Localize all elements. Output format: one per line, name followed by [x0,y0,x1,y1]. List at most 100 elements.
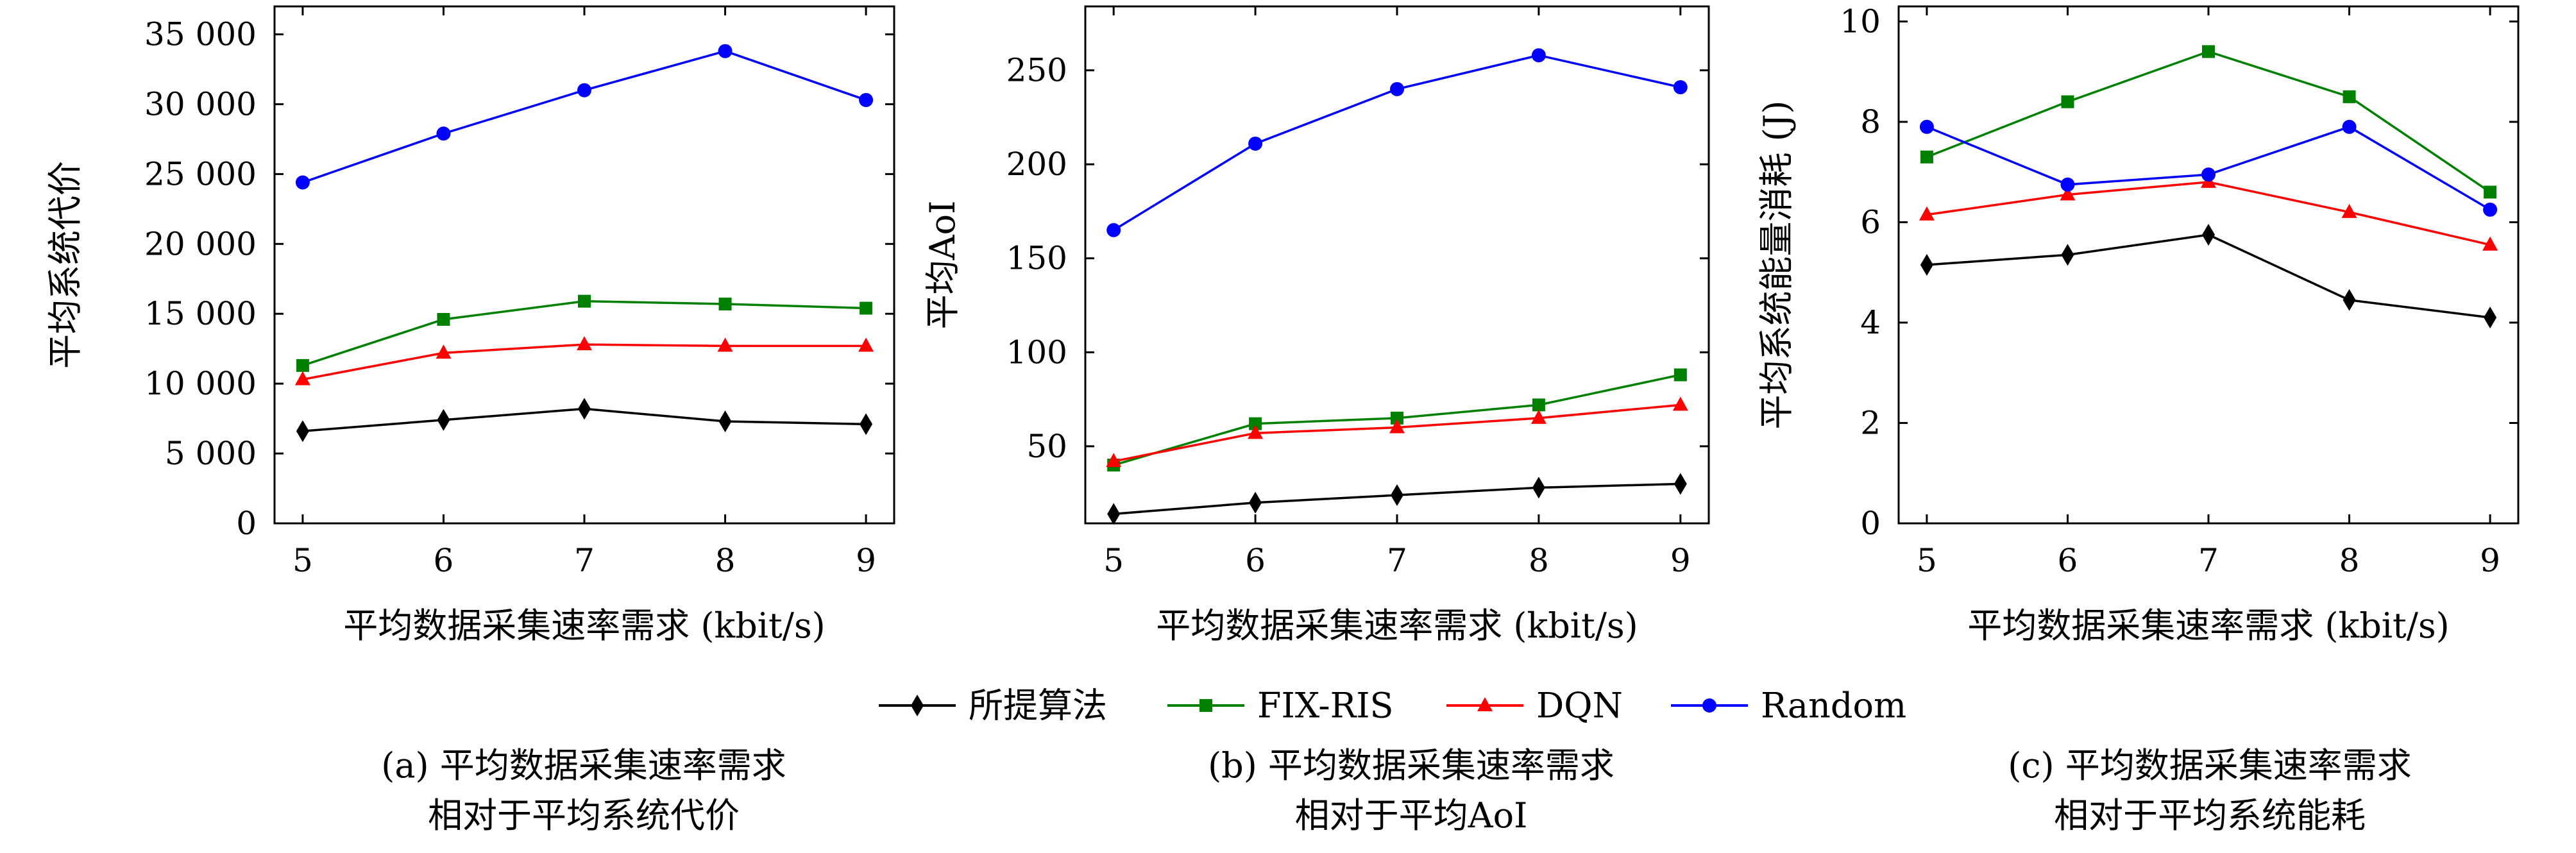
point-c-proposed-4 [2484,307,2497,329]
point-c-dqn-3 [2341,203,2357,218]
y-axis-label-c: 平均系统能量消耗 (J) [1756,101,1797,430]
x-tick-label-c-3: 8 [2339,542,2360,579]
x-tick-label-a-0: 5 [292,542,313,579]
legend-item-fixris: FIX-RIS [1167,686,1394,726]
legend-marker-proposed [911,695,924,716]
caption-b-line1: (b) 平均数据采集速率需求 [1208,745,1614,786]
x-tick-label-c-2: 7 [2198,542,2219,579]
x-tick-label-b-2: 7 [1387,542,1407,579]
point-a-dqn-0 [294,371,310,385]
y-tick-label-c-5: 10 [1840,3,1881,40]
caption-c-line1: (c) 平均数据采集速率需求 [2008,745,2412,786]
x-tick-label-b-1: 6 [1245,542,1266,579]
panel-a-system-cost: 5 6 7 8 9 0 5 000 10 000 15 000 20 000 25 000 30 00… [45,5,895,646]
point-a-fixris-3 [718,297,732,310]
point-c-random-0 [1919,119,1934,134]
point-c-dqn-4 [2482,236,2498,251]
legend-label-random: Random [1761,686,1906,726]
x-tick-label-b-3: 8 [1529,542,1549,579]
point-b-proposed-0 [1107,503,1121,525]
x-tick-label-a-2: 7 [574,542,595,579]
series-line-a-random [302,49,867,184]
legend-marker-random [1702,698,1716,713]
x-tick-label-c-4: 9 [2480,542,2500,579]
point-c-fixris-2 [2202,45,2215,58]
point-a-random-2 [577,83,591,97]
y-tick-label-a-7: 35 000 [144,16,257,53]
point-c-random-4 [2483,202,2498,217]
x-axis-label-c: 平均数据采集速率需求 (kbit/s) [1967,605,2449,646]
point-c-dqn-0 [1919,206,1935,221]
point-c-proposed-0 [1920,254,1933,276]
point-c-proposed-3 [2343,289,2356,311]
caption-c-line2: 相对于平均系统能耗 [2054,795,2366,836]
caption-b-line2: 相对于平均AoI [1295,795,1528,836]
y-tick-label-b-4: 250 [1006,52,1067,89]
point-a-fixris-2 [578,294,591,308]
caption-a-line1: (a) 平均数据采集速率需求 [381,745,786,786]
point-c-dqn-1 [2060,186,2076,201]
y-tick-label-c-2: 4 [1860,304,1881,341]
y-tick-label-c-1: 2 [1860,404,1881,441]
point-a-random-4 [859,92,874,107]
point-b-dqn-1 [1248,425,1264,439]
point-a-proposed-4 [860,413,873,435]
legend-label-dqn: DQN [1536,686,1623,726]
series-line-c-proposed [1926,233,2491,319]
point-c-random-1 [2060,177,2075,192]
point-a-dqn-2 [577,336,592,351]
y-tick-label-a-6: 30 000 [144,85,257,122]
point-a-fixris-0 [296,359,309,372]
y-tick-label-c-0: 0 [1860,505,1881,542]
legend-marker-dqn [1477,697,1493,711]
point-a-proposed-2 [578,398,591,420]
point-a-proposed-1 [437,409,450,431]
point-c-fixris-3 [2343,90,2356,103]
point-a-dqn-3 [717,337,733,352]
y-tick-label-b-2: 150 [1006,240,1067,277]
point-c-fixris-4 [2484,185,2497,199]
point-a-random-3 [718,44,733,58]
x-tick-label-c-1: 6 [2058,542,2078,579]
point-b-proposed-4 [1674,473,1687,495]
y-tick-label-b-0: 50 [1026,428,1067,465]
x-axis-label-a: 平均数据采集速率需求 (kbit/s) [343,605,825,646]
x-axis-label-b: 平均数据采集速率需求 (kbit/s) [1156,605,1638,646]
y-tick-label-b-3: 200 [1006,146,1067,183]
plot-frame-c [1897,5,2520,525]
point-a-dqn-1 [436,344,452,359]
point-b-dqn-0 [1106,453,1122,468]
point-b-random-0 [1106,223,1121,237]
y-tick-label-a-5: 25 000 [144,155,257,192]
y-tick-label-a-2: 10 000 [144,365,257,402]
point-b-fixris-1 [1249,417,1262,430]
series-line-b-random [1113,54,1681,232]
x-tick-label-b-0: 5 [1103,542,1124,579]
point-b-dqn-3 [1530,409,1546,424]
point-b-fixris-4 [1674,368,1687,382]
captions: (a) 平均数据采集速率需求 相对于平均系统代价 (b) 平均数据采集速率需求 … [381,745,2412,836]
point-b-proposed-2 [1391,484,1403,507]
point-c-proposed-1 [2061,244,2074,266]
panel-b-aoi: 5 6 7 8 9 50 100 150 200 250 平均数据采集速率需求 (kbit/s) 平均… [922,5,1710,646]
point-c-random-2 [2201,167,2216,182]
x-tick-label-c-0: 5 [1917,542,1937,579]
caption-a-line2: 相对于平均系统代价 [428,795,740,836]
y-tick-label-a-0: 0 [236,505,257,542]
legend-label-proposed: 所提算法 [969,686,1107,726]
legend-marker-fixris [1199,699,1212,712]
x-tick-label-a-3: 8 [715,542,736,579]
y-tick-label-b-1: 100 [1006,334,1067,371]
x-tick-label-a-1: 6 [434,542,454,579]
y-axis-label-a: 平均系统代价 [45,161,85,369]
y-tick-label-a-3: 15 000 [144,295,257,332]
series-line-a-fixris [302,300,867,367]
point-b-random-3 [1531,48,1546,63]
point-c-proposed-2 [2202,224,2215,246]
point-b-random-1 [1248,136,1263,151]
legend-item-proposed: 所提算法 [879,686,1107,726]
point-b-dqn-2 [1389,419,1405,434]
point-a-fixris-4 [860,301,873,315]
x-tick-label-a-4: 9 [856,542,876,579]
